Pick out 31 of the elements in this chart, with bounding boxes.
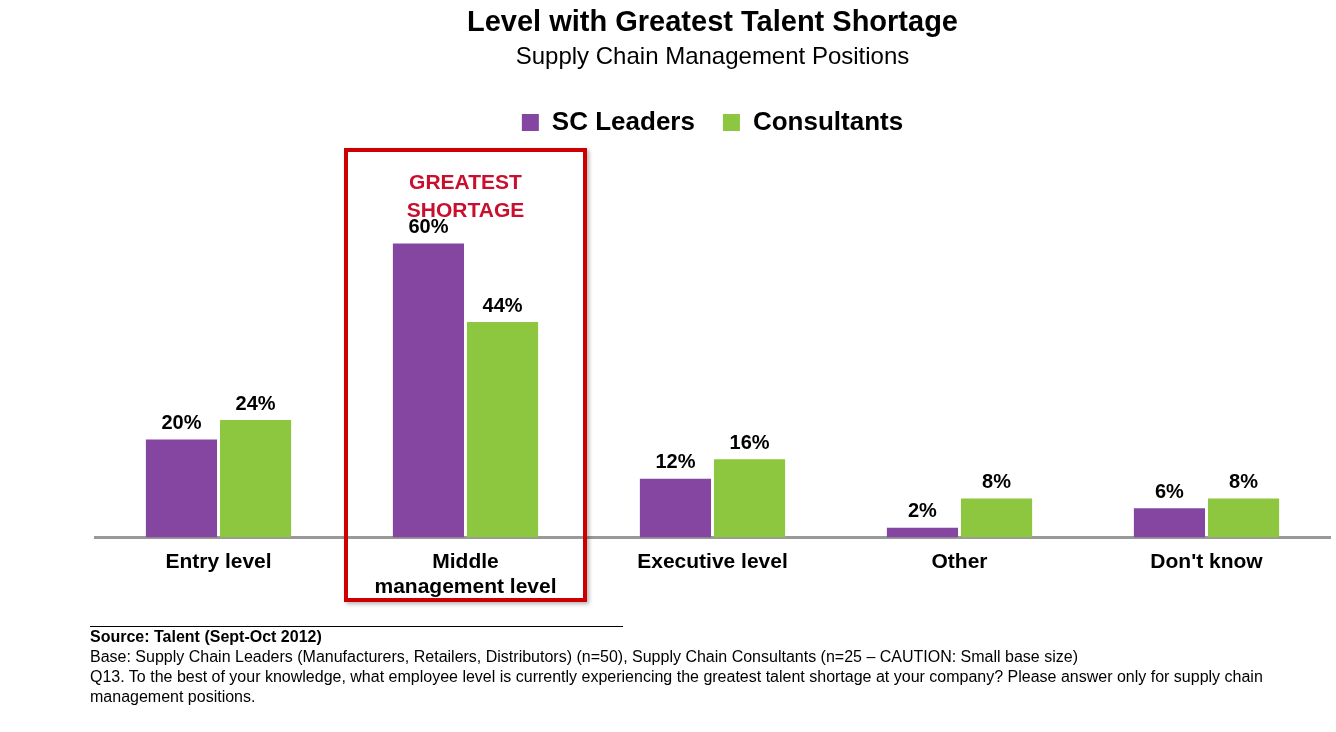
data-label: 12% xyxy=(655,450,696,473)
data-label: 6% xyxy=(1155,479,1185,502)
x-tick-label: Don't know xyxy=(1150,549,1264,572)
data-label: 24% xyxy=(235,391,276,414)
bar xyxy=(713,459,786,538)
chart-title: Level with Greatest Talent Shortage xyxy=(467,5,958,38)
bar xyxy=(219,420,292,538)
text: Base: Supply Chain Leaders (Manufacturers, Retailers, Distributors) (n=50), Supply Chain Consultants (n=25 – CAUTION: Small base size) xyxy=(90,647,1079,667)
data-label: 44% xyxy=(482,293,523,316)
chart-subtitle: Supply Chain Management Positions xyxy=(515,41,910,69)
data-label: 8% xyxy=(1229,469,1259,492)
data-label: 16% xyxy=(729,430,770,453)
bar xyxy=(960,498,1033,538)
bar xyxy=(466,322,539,538)
bar xyxy=(1207,498,1280,538)
text: Q13. To the best of your knowledge, what employee level is currently experiencing the greatest talent shortage at your company? Please answer only for supply chain management positions. xyxy=(90,667,1264,707)
bar xyxy=(392,243,465,538)
x-tick-label: Middle management level xyxy=(374,549,557,598)
bar xyxy=(639,478,712,538)
source-note: Source: Talent (Sept-Oct 2012) xyxy=(90,626,623,647)
data-label: 2% xyxy=(908,499,938,522)
legend-label: Consultants xyxy=(752,105,904,136)
bar xyxy=(886,527,959,538)
bar xyxy=(1133,508,1206,538)
data-label: 8% xyxy=(982,469,1012,492)
bar xyxy=(145,439,218,538)
x-tick-label: Entry level xyxy=(165,549,272,572)
x-tick-label: Executive level xyxy=(637,549,788,572)
x-tick-label: Other xyxy=(931,549,988,572)
legend-label: SC Leaders xyxy=(551,105,695,136)
data-label: 20% xyxy=(161,411,202,434)
